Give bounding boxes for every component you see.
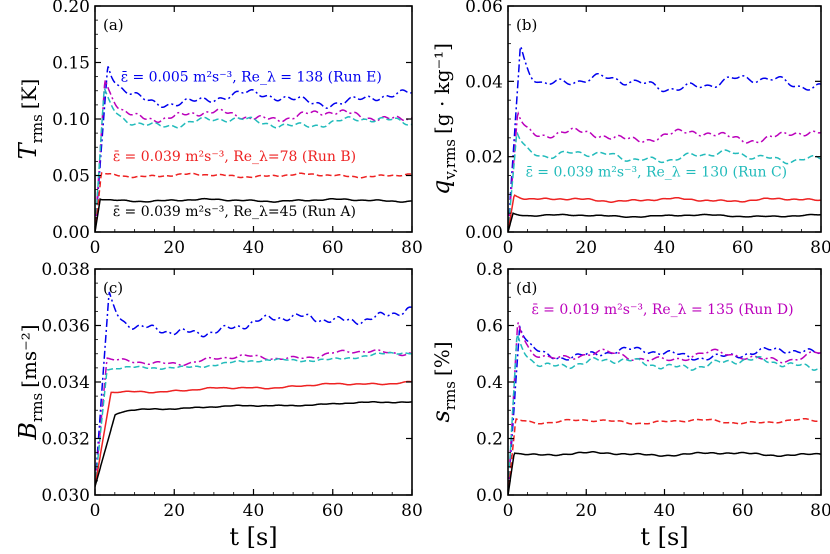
annotation-label: ε̄ = 0.019 m²s⁻³, Re_λ = 135 (Run D): [531, 302, 793, 318]
panel-d: 0 20 40 60 80 0.0 0.2 0.4 0.6 0.8 (d) srms[%] t [s] ε…: [427, 260, 830, 551]
y-tick-label: 0.6: [476, 317, 503, 337]
y-tick-label: 0.02: [465, 148, 503, 168]
y-axis-label: srms[%]: [427, 341, 459, 422]
x-tick-label: 60: [732, 501, 754, 521]
y-tick-label: 0.032: [41, 430, 90, 450]
x-tick-label: 60: [322, 238, 344, 258]
series-line-run-e: [95, 291, 412, 487]
y-tick-label: 0.05: [52, 167, 90, 187]
y-tick-label: 0.036: [41, 317, 90, 337]
series-line-run-b: [95, 380, 412, 487]
y-tick-label: 0.20: [52, 0, 90, 17]
series-line-run-d: [508, 111, 821, 232]
series-line-run-d: [95, 349, 412, 487]
series-line-run-a: [95, 401, 412, 487]
y-tick-label: 0.10: [52, 110, 90, 130]
series-line-run-a: [508, 451, 821, 495]
y-tick-label: 0.030: [41, 486, 90, 506]
annotation-label: ε̄ = 0.039 m²s⁻³, Re_λ=78 (Run B): [113, 149, 356, 165]
y-tick-label: 0.4: [476, 373, 503, 393]
y-axis-label: Brms[ms⁻²]: [14, 324, 46, 440]
x-tick-label: 60: [322, 501, 344, 521]
x-tick-label: 0: [503, 501, 514, 521]
axes-frame: [94, 268, 413, 496]
panel-label: (d): [516, 279, 537, 297]
panel-c: 0 20 40 60 80 0.030 0.032 0.034 0.036 0.038 (c) Brm…: [14, 260, 423, 551]
series-group: [508, 322, 821, 495]
panel-label: (b): [516, 16, 537, 34]
series-line-run-c: [95, 88, 412, 232]
y-tick-label: 0.038: [41, 260, 90, 280]
annotation-label: ε̄ = 0.039 m²s⁻³, Re_λ=45 (Run A): [113, 204, 356, 220]
x-tick-label: 40: [654, 501, 676, 521]
y-tick-label: 0.034: [41, 373, 90, 393]
x-tick-label: 20: [575, 238, 597, 258]
x-tick-label: 0: [90, 238, 101, 258]
y-tick-label: 0.8: [476, 260, 503, 280]
series-group: [95, 66, 412, 232]
x-tick-label: 80: [810, 238, 830, 258]
x-tick-label: 80: [401, 501, 423, 521]
x-tick-label: 40: [243, 238, 265, 258]
y-tick-label: 0.15: [52, 54, 90, 74]
series-line-run-e: [95, 66, 412, 232]
y-tick-label: 0.00: [465, 223, 503, 243]
y-tick-label: 0.04: [465, 72, 503, 92]
x-tick-label: 0: [503, 238, 514, 258]
series-line-run-e: [508, 325, 821, 495]
x-tick-label: 40: [654, 238, 676, 258]
series-line-run-b: [508, 417, 821, 495]
series-line-run-a: [508, 211, 821, 232]
y-tick-label: 0.00: [52, 223, 90, 243]
series-line-run-b: [508, 194, 821, 232]
x-axis-label: t [s]: [640, 523, 688, 551]
y-tick-label: 0.2: [476, 430, 503, 450]
series-line-run-d: [95, 79, 412, 232]
series-line-run-c: [95, 351, 412, 487]
panel-a: 0 20 40 60 80 0.00 0.05 0.10 0.15 0.20 (a) Trms[K] ε…: [14, 0, 423, 258]
x-axis-label: t [s]: [229, 523, 277, 551]
annotation-label: ε̄ = 0.005 m²s⁻³, Re_λ = 138 (Run E): [121, 70, 382, 86]
annotation-label: ε̄ = 0.039 m²s⁻³, Re_λ = 130 (Run C): [526, 164, 788, 180]
panel-label: (c): [103, 279, 123, 297]
panel-b: 0 20 40 60 80 0.00 0.02 0.04 0.06 (b) qv,rms[g · k…: [427, 0, 830, 258]
x-tick-label: 20: [163, 238, 185, 258]
x-tick-label: 20: [163, 501, 185, 521]
y-tick-label: 0.06: [465, 0, 503, 17]
series-group: [95, 291, 412, 487]
y-axis-label: qv,rms[g · kg⁻¹]: [427, 43, 459, 195]
x-tick-label: 40: [243, 501, 265, 521]
y-tick-label: 0.0: [476, 486, 503, 506]
x-tick-label: 80: [401, 238, 423, 258]
panel-label: (a): [103, 16, 124, 34]
series-line-run-c: [508, 131, 821, 232]
series-line-run-a: [95, 197, 412, 232]
y-axis-label: Trms[K]: [14, 79, 46, 160]
x-tick-label: 60: [732, 238, 754, 258]
series-group: [508, 46, 821, 232]
series-line-run-e: [508, 46, 821, 232]
x-tick-label: 0: [90, 501, 101, 521]
x-tick-label: 20: [575, 501, 597, 521]
series-line-run-b: [95, 172, 412, 232]
x-tick-label: 80: [810, 501, 830, 521]
